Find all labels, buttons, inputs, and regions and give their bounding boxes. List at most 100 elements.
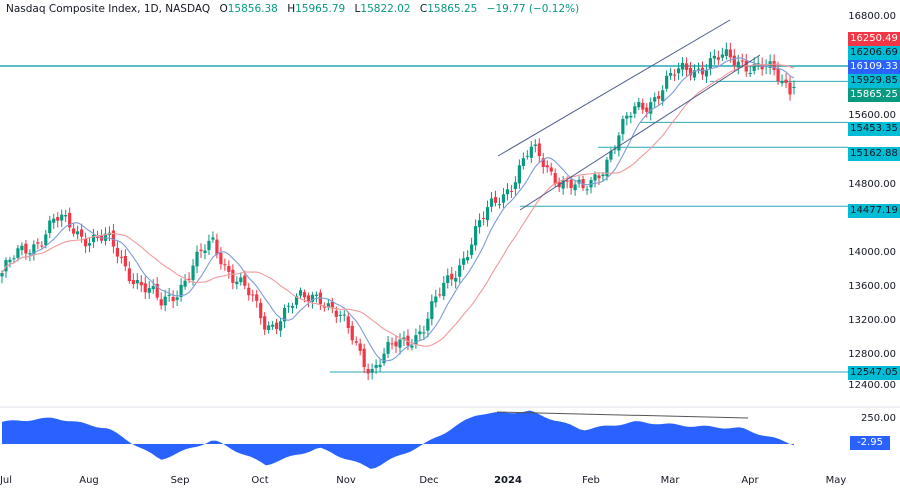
indicator-tick: 250.00: [861, 413, 896, 424]
candle-body: [36, 242, 40, 244]
candle-body: [649, 102, 653, 114]
candle-body: [533, 144, 537, 146]
oscillator-area: [2, 410, 794, 469]
time-label: Dec: [419, 475, 439, 486]
candle-body: [609, 151, 613, 160]
channel-lower-line[interactable]: [519, 54, 761, 211]
candle-body: [724, 49, 728, 56]
candle-body: [362, 348, 366, 368]
candle-body: [139, 281, 143, 286]
candle-body: [227, 265, 231, 272]
candle-body: [175, 297, 179, 300]
candle-body: [497, 204, 502, 206]
candle-body: [294, 296, 299, 305]
candle-body: [585, 189, 589, 191]
price-tick: 12800.00: [848, 349, 896, 360]
candle-body: [716, 57, 720, 60]
candle-body: [661, 90, 665, 101]
candle-body: [183, 280, 187, 287]
candle-body: [458, 265, 462, 277]
time-label: May: [825, 475, 847, 486]
candle-body: [740, 60, 744, 62]
candle-body: [215, 239, 219, 255]
candle-body: [736, 61, 740, 68]
candle-body: [79, 229, 84, 237]
candle-body: [60, 214, 64, 221]
price-tick: 13200.00: [848, 315, 896, 326]
candle-body: [676, 68, 681, 74]
candle-body: [191, 265, 195, 281]
candle-body: [278, 321, 283, 331]
candle-body: [0, 272, 4, 277]
candle-body: [605, 159, 609, 177]
candle-body: [637, 101, 641, 108]
candle-body: [243, 275, 247, 286]
candle-body: [561, 180, 565, 189]
candle-body: [621, 118, 625, 135]
candle-body: [410, 345, 414, 348]
candle-body: [366, 368, 370, 374]
candle-body: [4, 260, 8, 272]
time-label: Nov: [336, 475, 356, 486]
candle-body: [493, 197, 498, 203]
candle-body: [16, 248, 20, 258]
candle-body: [354, 341, 358, 343]
time-label: Oct: [251, 475, 269, 486]
candle-body: [454, 277, 458, 282]
candle-body: [517, 165, 521, 184]
candle-body: [64, 215, 68, 217]
candle-body: [748, 72, 752, 74]
candle-body: [314, 294, 319, 296]
divergence-trendline[interactable]: [496, 411, 749, 419]
candle-body: [91, 234, 96, 243]
candle-body: [485, 207, 490, 221]
candle-body: [760, 64, 764, 70]
candle-body: [680, 62, 685, 70]
candle-body: [386, 341, 390, 354]
candle-body: [259, 302, 263, 319]
candle-body: [247, 287, 251, 296]
close-value: 15865.25: [427, 3, 478, 15]
candle-body: [446, 275, 450, 283]
candle-body: [633, 106, 637, 114]
symbol-legend: Nasdaq Composite Index, 1D, NASDAQ O1585…: [6, 3, 580, 15]
candle-body: [68, 212, 72, 228]
candle-body: [44, 234, 48, 246]
candle-body: [83, 238, 88, 247]
candle-body: [147, 288, 151, 293]
candle-body: [255, 294, 259, 301]
candle-body: [203, 250, 207, 253]
candle-body: [477, 220, 482, 228]
candle-body: [505, 189, 510, 195]
channel-upper-line[interactable]: [497, 19, 731, 157]
time-label: Mar: [660, 475, 680, 486]
candle-body: [298, 290, 303, 296]
candle-body: [513, 182, 518, 189]
candle-body: [330, 301, 334, 309]
price-tag-last: 15865.25: [848, 88, 900, 102]
candle-body: [374, 365, 378, 368]
candle-body: [565, 180, 569, 182]
candle-body: [151, 286, 155, 290]
time-label: Jul: [0, 475, 13, 486]
price-tick: 13600.00: [848, 281, 896, 292]
candle-body: [211, 237, 215, 240]
open-value: 15856.38: [227, 3, 278, 15]
candle-body: [537, 143, 541, 157]
candle-body: [704, 70, 709, 77]
indicator-value-tag: -2.95: [850, 436, 890, 450]
candle-body: [302, 292, 307, 298]
candle-body: [470, 244, 474, 256]
candle-body: [334, 310, 338, 317]
candle-body: [390, 343, 394, 345]
candle-body: [207, 240, 211, 251]
candle-body: [95, 237, 100, 239]
candle-body: [732, 55, 736, 66]
candle-body: [275, 322, 279, 330]
candle-body: [529, 146, 533, 158]
candle-body: [553, 173, 557, 185]
candle-body: [418, 331, 422, 335]
price-tag-support: 12547.05: [848, 366, 900, 380]
